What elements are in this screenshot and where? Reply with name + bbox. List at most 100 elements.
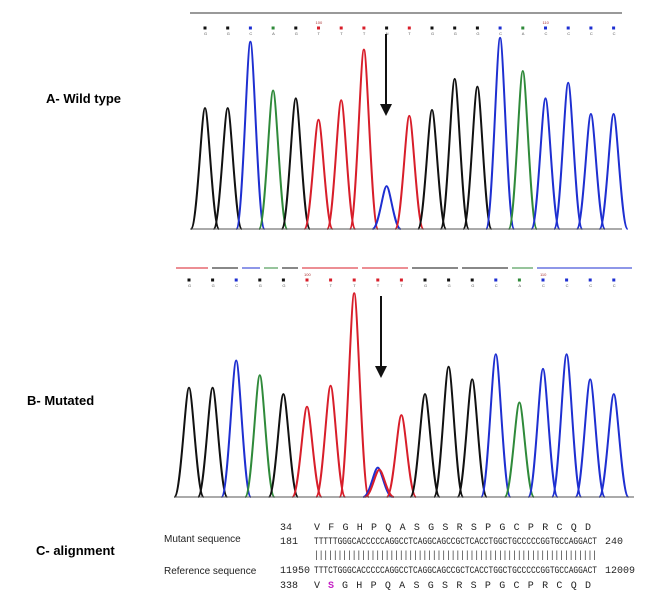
trace-a-peaks xyxy=(189,36,629,230)
trace-a-call-letter-9: N xyxy=(386,31,389,36)
trace-b-call-letter-5: G xyxy=(282,283,285,288)
trace-b-peak-1 xyxy=(173,386,205,498)
mutation-arrow-b xyxy=(375,296,387,378)
trace-b-peak-6 xyxy=(291,405,323,498)
trace-b-peak-7 xyxy=(314,384,347,498)
trace-b-call-marker-11 xyxy=(423,278,427,282)
trace-a-position-110: 110 xyxy=(543,20,550,25)
trace-b-position-100: 100 xyxy=(304,272,311,277)
trace-b-call-letter-12: G xyxy=(448,283,451,288)
trace-a-position-100: 100 xyxy=(316,20,323,25)
trace-a-call-letter-17: C xyxy=(567,31,570,36)
trace-a-peak-15 xyxy=(507,70,538,230)
trace-b-call-marker-3 xyxy=(234,278,238,282)
trace-a-peak-19 xyxy=(598,112,629,230)
panel-c-label: C- alignment xyxy=(36,543,115,558)
reference-label: Reference sequence xyxy=(164,566,257,577)
trace-a-call-marker-5 xyxy=(294,26,298,30)
trace-b-peak-13 xyxy=(456,378,488,498)
trace-b-call-marker-9 xyxy=(376,278,380,282)
trace-b-call-marker-7 xyxy=(329,278,333,282)
trace-a-peak-1 xyxy=(189,107,221,230)
trace-b-call-marker-19 xyxy=(612,278,616,282)
trace-b-call-letter-4: G xyxy=(259,283,262,288)
trace-a-call-marker-6 xyxy=(317,26,320,30)
trace-b-peak-9-T xyxy=(364,468,395,498)
trace-b-call-letter-10: T xyxy=(400,283,403,288)
trace-b-call-letter-9: T xyxy=(377,283,380,288)
mutant-label: Mutant sequence xyxy=(164,534,241,545)
reference-aa-changed: S xyxy=(328,581,334,592)
trace-a-call-letter-2: G xyxy=(227,31,230,36)
trace-a-call-marker-8 xyxy=(362,26,366,30)
trace-b-peak-19 xyxy=(598,393,630,498)
trace-b-call-marker-14 xyxy=(494,278,498,282)
trace-a-call-letter-6: T xyxy=(318,31,321,36)
trace-a-peak-17 xyxy=(553,81,584,230)
trace-a-call-marker-1 xyxy=(203,26,207,30)
mutant-nt-end: 240 xyxy=(605,537,623,548)
trace-b-call-letter-16: C xyxy=(542,283,545,288)
trace-a-peak-13 xyxy=(462,85,493,230)
trace-a-peak-11 xyxy=(416,109,448,230)
trace-a: G G C A G T T T N T G G G C A C C C C 100 110 xyxy=(189,12,629,230)
trace-b-call-marker-15 xyxy=(517,278,521,282)
trace-a-call-letter-7: T xyxy=(340,31,343,36)
trace-a-call-marker-7 xyxy=(339,26,343,30)
trace-a-peak-16 xyxy=(530,97,561,230)
trace-a-call-letter-19: C xyxy=(613,31,616,36)
trace-a-call-letter-4: A xyxy=(272,31,275,36)
trace-b-call-letter-19: C xyxy=(613,283,616,288)
trace-b-call-letter-17: C xyxy=(566,283,569,288)
trace-b-call-letter-11: G xyxy=(424,283,427,288)
trace-a-peak-10 xyxy=(394,114,425,230)
trace-b-peak-16 xyxy=(527,367,559,498)
trace-b-base-calls: G G C G G T T T T T G G G C A C C C C 100 110 xyxy=(187,272,616,288)
trace-a-call-marker-14 xyxy=(498,26,502,30)
trace-b-peak-3 xyxy=(220,359,252,498)
trace-a-call-marker-2 xyxy=(226,26,230,30)
trace-b-call-letter-18: C xyxy=(589,283,592,288)
trace-b-call-letter-7: T xyxy=(330,283,333,288)
reference-nt-start: 11950 xyxy=(280,566,310,577)
trace-a-call-marker-19 xyxy=(612,26,616,30)
trace-b-call-letter-13: G xyxy=(471,283,474,288)
trace-a-peak-6 xyxy=(303,118,334,230)
match-line: ||||||||||||||||||||||||||||||||||||||||… xyxy=(314,550,597,562)
reference-aa-start: 338 xyxy=(280,581,298,592)
trace-b-call-marker-6 xyxy=(305,278,309,282)
trace-a-call-letter-5: G xyxy=(295,31,298,36)
trace-a-peak-12 xyxy=(439,77,470,230)
mutant-nt-start: 181 xyxy=(280,537,298,548)
trace-b-call-letter-1: G xyxy=(188,283,191,288)
trace-a-peak-9 xyxy=(371,185,402,230)
trace-b-call-marker-13 xyxy=(470,278,474,282)
trace-a-call-letter-13: G xyxy=(476,31,479,36)
trace-b-call-letter-15: A xyxy=(518,283,521,288)
trace-b-call-marker-5 xyxy=(281,278,285,282)
reference-nt-end: 12009 xyxy=(605,566,635,577)
trace-a-call-marker-18 xyxy=(589,26,593,30)
trace-a-call-marker-15 xyxy=(521,26,525,30)
trace-b-call-marker-16 xyxy=(541,278,545,282)
mutant-aa-start: 34 xyxy=(280,523,292,534)
trace-b-position-110: 110 xyxy=(540,272,547,277)
trace-b-call-letter-6: T xyxy=(306,283,309,288)
trace-b-peak-10 xyxy=(385,414,418,498)
trace-b-call-marker-2 xyxy=(211,278,215,282)
reference-nt-seq: TTTCTGGGCACCCCCAGGCCTCAGGCAGCCGCTCACCTGG… xyxy=(314,566,597,577)
trace-b-call-marker-1 xyxy=(187,278,191,282)
reference-aa-first: V xyxy=(314,581,320,592)
trace-b-call-letter-2: G xyxy=(212,283,215,288)
trace-b-peak-4 xyxy=(244,374,276,498)
panel-a-label: A- Wild type xyxy=(46,91,121,106)
trace-a-call-letter-8: T xyxy=(363,31,366,36)
trace-a-call-marker-4 xyxy=(271,26,275,30)
trace-b-call-marker-17 xyxy=(565,278,569,282)
trace-a-call-letter-1: G xyxy=(204,31,207,36)
trace-a-call-letter-11: G xyxy=(431,31,434,36)
trace-b-peaks xyxy=(173,292,630,498)
trace-b-peak-17 xyxy=(550,353,583,498)
panel-b-label: B- Mutated xyxy=(27,393,95,408)
